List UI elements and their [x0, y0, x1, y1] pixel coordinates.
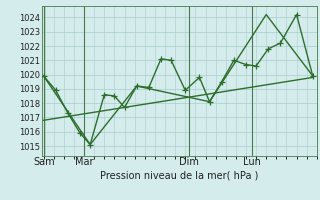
X-axis label: Pression niveau de la mer( hPa ): Pression niveau de la mer( hPa ) — [100, 170, 258, 180]
